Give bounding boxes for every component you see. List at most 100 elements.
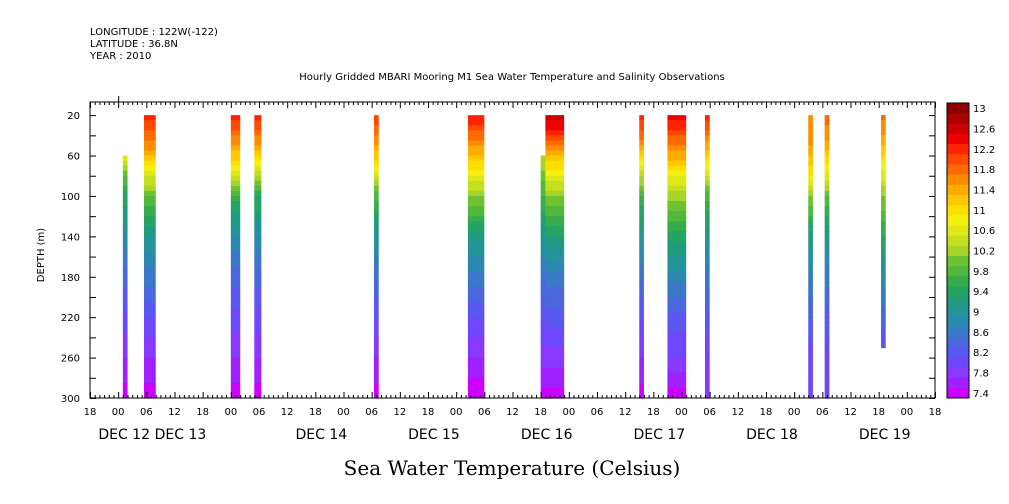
temperature-profile [545,115,565,399]
profile-cell [143,367,156,374]
profile-cell [639,190,644,197]
profile-cell [374,261,379,268]
x-tick-label: 12 [281,407,294,418]
profile-cell [143,165,156,172]
profile-cell [122,276,128,283]
profile-cell [467,256,485,263]
profile-cell [467,307,485,313]
profile-cell [704,392,710,399]
profile-cell [143,307,156,313]
profile-cell [122,317,128,323]
profile-cell [545,145,565,152]
profile-cell [122,382,128,389]
profile-cell [808,327,813,333]
colorbar-swatch [947,153,969,165]
profile-cell [704,115,710,121]
profile-cell [467,332,485,338]
profile-cell [230,190,241,197]
profile-cell [545,382,565,389]
profile-cell [122,195,128,202]
profile-cell [545,221,565,227]
profile-cell [143,216,156,222]
x-tick-label: 18 [929,407,942,418]
profile-cell [230,251,241,258]
profile-cell [824,286,830,293]
profile-cell [467,130,485,136]
profile-cell [824,307,830,313]
profile-cell [374,392,379,399]
x-tick-label: 00 [112,407,125,418]
profile-cell [639,367,644,374]
profile-cell [808,362,813,369]
profile-cell [667,130,687,136]
profile-cell [639,211,644,217]
profile-cell [704,367,710,374]
colorbar-swatch [947,306,969,318]
profile-cell [808,236,813,243]
profile-cell [467,347,485,354]
axes-layer: 18 00 06 12 18 00 06 12 18 00 06 12 18 00 06 12 18 00 06 12… [61,96,941,443]
profile-cell [545,241,565,248]
profile-cell [545,266,565,273]
profile-cell [122,216,128,222]
profile-cell [230,342,241,349]
colorbar-label: 7.8 [973,369,989,380]
profile-cell [143,296,156,303]
profile-cell [143,372,156,379]
profile-cell [881,125,886,131]
x-day-label: DEC 15 [408,427,460,443]
profile-cell [667,206,687,212]
profile-cell [704,185,710,192]
profile-cell [639,246,644,253]
colorbar-swatch [947,164,969,175]
x-tick-label: 00 [337,407,350,418]
profile-cell [545,170,565,177]
profile-cell [667,286,687,293]
profile-cell [143,195,156,202]
profile-cell [143,145,156,152]
profile-cell [881,165,886,172]
profile-cell [667,115,687,121]
profile-cell [254,206,262,212]
x-tick-label: 06 [253,407,266,418]
profile-cell [824,322,830,328]
colorbar-swatch [947,214,969,226]
profile-cell [824,216,830,222]
profile-cell [230,241,241,248]
profile-cell [254,382,262,389]
profile-cell [639,256,644,263]
profile-cell [808,195,813,202]
colorbar-label: 7.4 [973,389,989,400]
profile-cell [667,165,687,172]
profile-cell [122,170,128,177]
profile-cell [143,190,156,197]
profile-cell [667,190,687,197]
profile-cell [808,322,813,328]
profile-cell [254,221,262,227]
profile-cell [143,392,156,399]
profile-cell [667,387,687,394]
x-tick-label: 00 [900,407,913,418]
profile-cell [639,261,644,268]
profile-cell [230,307,241,313]
profile-cell [808,165,813,172]
profile-cell [881,337,886,344]
profile-cell [824,145,830,152]
profile-cell [808,256,813,263]
profile-cell [704,327,710,333]
year-label: YEAR : 2010 [89,51,151,62]
profile-cell [808,367,813,374]
profile-cell [374,382,379,389]
profile-cell [667,296,687,303]
profile-cell [254,387,262,394]
profile-cell [254,322,262,328]
profile-cell [374,246,379,253]
profile-cell [230,286,241,293]
profile-cell [254,302,262,308]
profile-cell [704,135,710,141]
profile-cell [667,251,687,258]
profile-cell [254,216,262,222]
profile-cell [143,377,156,384]
profile-cell [254,347,262,354]
